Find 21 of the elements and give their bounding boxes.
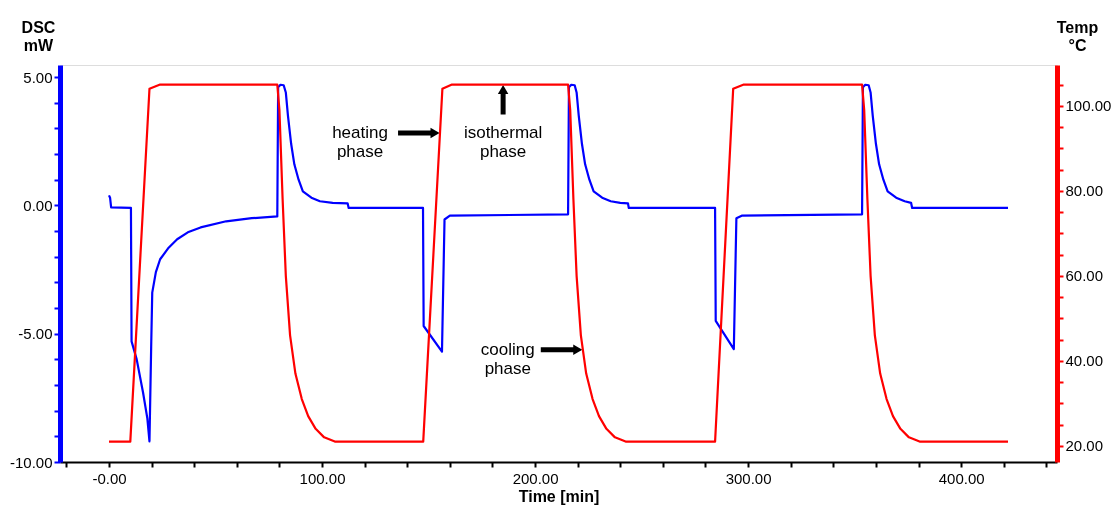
x-tick-label: 300.00 xyxy=(725,469,772,487)
y2-tick-label: 60.00 xyxy=(1065,267,1104,285)
x-tick-label: 400.00 xyxy=(938,469,985,487)
y2-tick-label: 40.00 xyxy=(1065,352,1104,370)
line-series xyxy=(107,83,1010,443)
y-tick-label: -10.00 xyxy=(9,453,53,471)
annotation: isothermal phase xyxy=(463,122,543,161)
y2-tick-label: 100.00 xyxy=(1065,97,1112,115)
y-tick-label: -5.00 xyxy=(18,325,53,343)
y-axis-title: DSC mW xyxy=(21,18,56,54)
y2-tick-label: 20.00 xyxy=(1065,437,1104,455)
annotation: cooling phase xyxy=(480,339,535,378)
y2-tick-label: 80.00 xyxy=(1065,182,1104,200)
y2-axis-title: Temp °C xyxy=(1056,18,1099,54)
x-tick-label: -0.00 xyxy=(92,469,127,487)
y-tick-label: 5.00 xyxy=(23,68,53,86)
x-tick-label: 100.00 xyxy=(299,469,346,487)
annotation: heating phase xyxy=(332,123,388,162)
y-tick-label: 0.00 xyxy=(23,196,53,214)
x-axis-title: Time [min] xyxy=(518,487,600,505)
x-tick-label: 200.00 xyxy=(512,469,559,487)
